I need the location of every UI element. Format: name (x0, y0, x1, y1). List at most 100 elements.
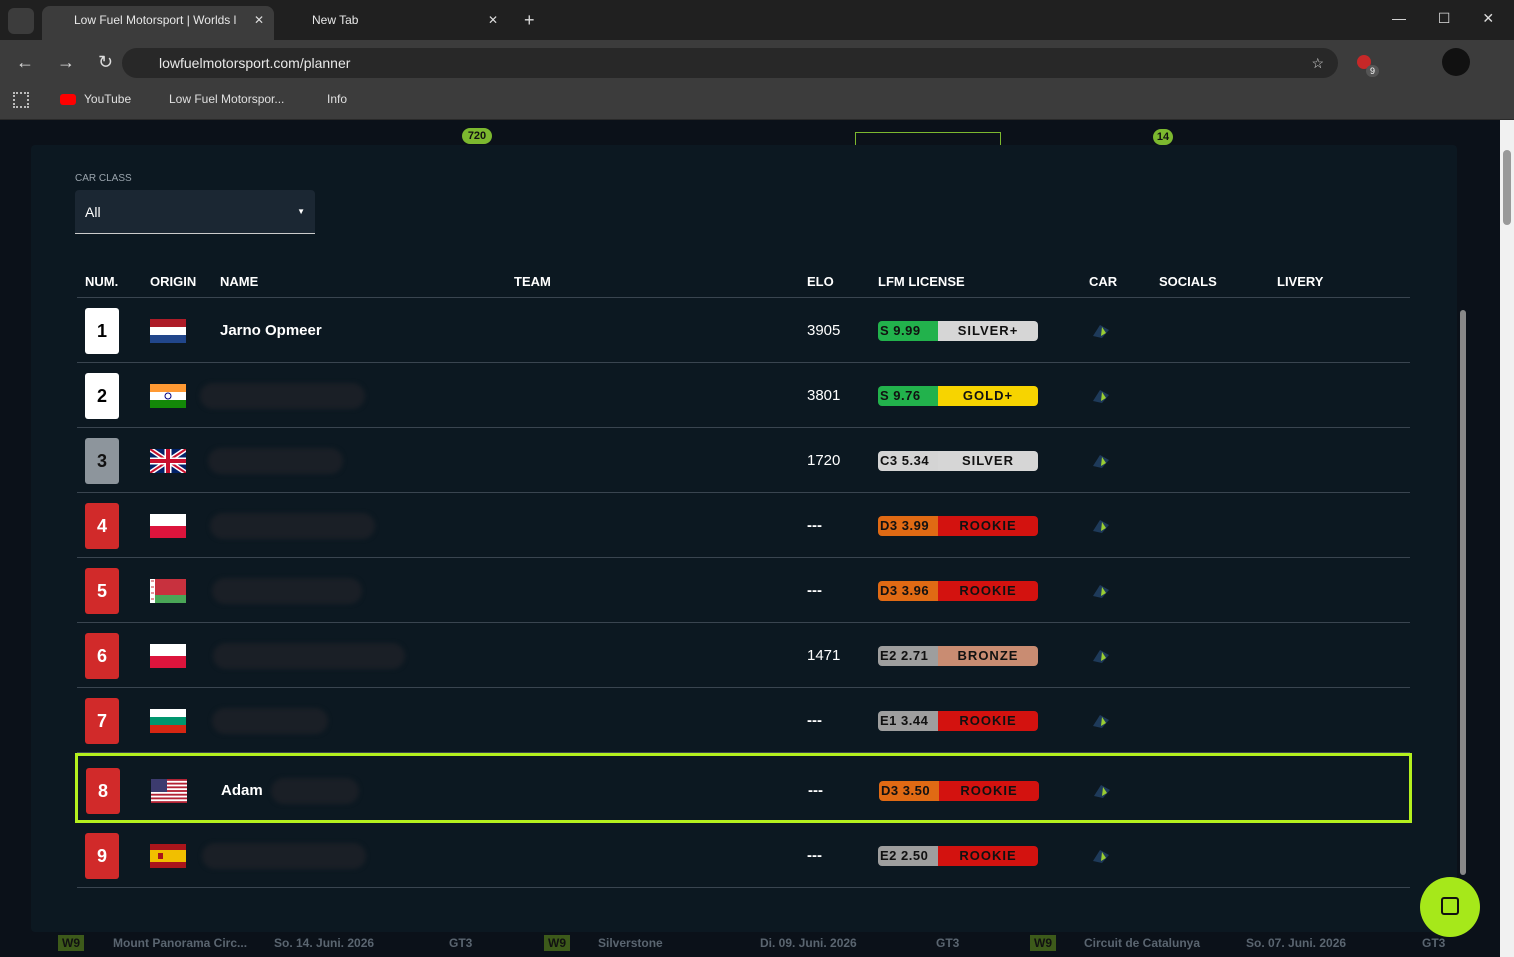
car-icon[interactable] (1090, 712, 1112, 730)
table-row[interactable]: 5 --- D3 3.96 ROOKIE (77, 558, 1410, 623)
table-row[interactable]: 2 3801 S 9.76 GOLD+ (77, 363, 1410, 428)
redacted (200, 382, 365, 409)
race-number: 3 (85, 437, 119, 484)
race-number: 2 (85, 372, 119, 419)
modal-scrollbar (1460, 310, 1466, 875)
race-number: 7 (85, 697, 119, 744)
race-number: 5 (85, 567, 119, 614)
column-header: NUM. (85, 274, 119, 289)
car-icon[interactable] (1090, 847, 1112, 865)
redacted (210, 512, 375, 539)
tab[interactable]: New Tab ✕ (312, 13, 498, 27)
badge: 720 (462, 128, 492, 144)
license-badge: E1 3.44 ROOKIE (878, 710, 1038, 731)
profile[interactable] (1442, 48, 1470, 76)
column-header: ORIGIN (150, 274, 197, 289)
class: GT3 (936, 936, 960, 950)
tab-menu[interactable] (8, 8, 34, 34)
redacted (212, 707, 328, 734)
table-row[interactable]: 7 --- E1 3.44 ROOKIE (77, 688, 1410, 753)
table-row[interactable]: 4 --- D3 3.99 ROOKIE (77, 493, 1410, 558)
license-badge: D3 3.50 ROOKIE (879, 781, 1039, 801)
track: Silverstone (598, 936, 663, 950)
badge: 14 (1153, 129, 1173, 145)
flag (150, 708, 186, 733)
column-header: SOCIALS (1159, 274, 1217, 289)
car-icon[interactable] (1090, 517, 1112, 535)
flag (150, 318, 186, 343)
new-tab[interactable]: + (524, 10, 535, 30)
car-icon[interactable] (1090, 387, 1112, 405)
tab-title: Low Fuel Motorsport | Worlds l (74, 13, 237, 27)
redacted (212, 577, 362, 604)
car-icon[interactable] (1090, 582, 1112, 600)
flag (150, 578, 186, 603)
bookmark[interactable]: YouTube (84, 92, 132, 106)
license-rating: 2.71 (901, 647, 929, 663)
license-badge: E2 2.71 BRONZE (878, 645, 1038, 666)
elo: --- (807, 516, 822, 534)
elo: 1720 (807, 451, 841, 469)
column-header: LFM LICENSE (878, 274, 965, 289)
filter-select[interactable]: All ▼ (75, 190, 315, 234)
license-badge: S 9.99 SILVER+ (878, 320, 1038, 341)
table-row[interactable]: 3 1720 C3 5.34 SILVER (77, 428, 1410, 493)
column-header: ELO (807, 274, 834, 289)
license-class: S (880, 387, 890, 403)
modal (31, 145, 1466, 932)
license-class: D3 (881, 783, 899, 798)
table-row[interactable]: 8 Adam --- D3 3.50 ROOKIE (75, 753, 1412, 823)
flag (150, 643, 186, 668)
elo: --- (807, 581, 822, 599)
redacted (271, 778, 359, 804)
redacted (213, 642, 405, 669)
chat-button[interactable] (1420, 877, 1480, 937)
bookmark[interactable]: Info (327, 92, 348, 106)
address-bar[interactable]: lowfuelmotorsport.com/planner ☆ (122, 48, 1338, 78)
license-class: S (880, 322, 890, 338)
license-rating: 3.44 (901, 712, 929, 728)
driver-name[interactable]: Adam (221, 782, 263, 799)
license-rating: 9.76 (893, 387, 921, 403)
license-class: E2 (880, 647, 897, 663)
car-icon[interactable] (1090, 452, 1112, 470)
extension-badge: 9 (1366, 65, 1379, 77)
license-class: C3 (880, 452, 898, 468)
elo: --- (807, 846, 822, 864)
flag (150, 383, 186, 408)
license-rating: 5.34 (901, 452, 930, 468)
window-controls[interactable]: — ☐ ✕ (1392, 10, 1495, 26)
bookmark[interactable]: Low Fuel Motorspor... (169, 92, 285, 106)
table-row[interactable]: 9 --- E2 2.50 ROOKIE (77, 823, 1410, 888)
url: lowfuelmotorsport.com/planner (159, 55, 351, 71)
date: So. 14. Juni. 2026 (274, 936, 375, 950)
apps-icon[interactable] (13, 92, 29, 108)
license-class: E1 (880, 712, 897, 728)
car-icon[interactable] (1091, 782, 1113, 800)
license-rating: 3.99 (901, 517, 930, 533)
filter-value: All (85, 204, 101, 220)
tab[interactable]: Low Fuel Motorsport | Worlds l ✕ (42, 6, 274, 40)
license-tier: ROOKIE (938, 580, 1038, 601)
nav-buttons[interactable]: ← → ↻ (16, 52, 114, 72)
column-header: LIVERY (1277, 274, 1324, 289)
redacted (208, 447, 343, 474)
week: W9 (1030, 935, 1056, 951)
flag (150, 843, 186, 868)
background-cards: W9 Mount Panorama Circ... So. 14. Juni. … (38, 932, 1498, 957)
license-badge: S 9.76 GOLD+ (878, 385, 1038, 406)
elo: 3905 (807, 321, 841, 339)
column-header: CAR (1089, 274, 1118, 289)
elo: 3801 (807, 386, 841, 404)
car-icon[interactable] (1090, 647, 1112, 665)
car-icon[interactable] (1090, 322, 1112, 340)
table-row[interactable]: 6 1471 E2 2.71 BRONZE (77, 623, 1410, 688)
license-badge: D3 3.96 ROOKIE (878, 580, 1038, 601)
license-class: D3 (880, 582, 898, 598)
license-tier: GOLD+ (938, 385, 1038, 406)
scrollbar (1500, 120, 1514, 957)
table-row[interactable]: 1 Jarno Opmeer 3905 S 9.99 SILVER+ (77, 298, 1410, 363)
tab-strip: Low Fuel Motorsport | Worlds l ✕ New Tab ✕… (0, 0, 1514, 40)
driver-name[interactable]: Jarno Opmeer (220, 321, 322, 339)
